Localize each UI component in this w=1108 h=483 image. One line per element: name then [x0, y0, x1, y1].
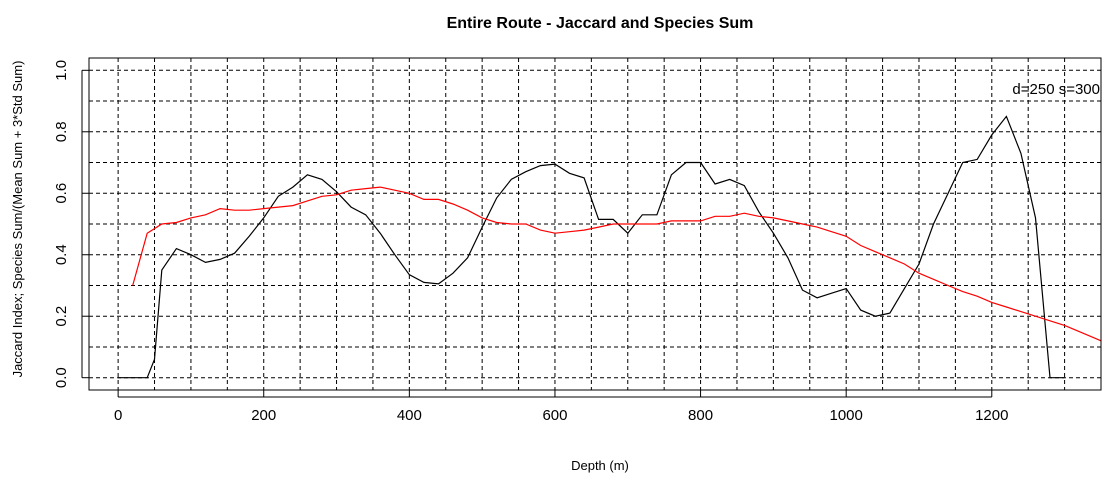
x-tick-label: 400: [397, 407, 422, 424]
plot-annotation: d=250 s=300: [1012, 81, 1100, 98]
series-line: [132, 186, 1102, 342]
plot-frame: [88, 57, 1102, 391]
y-tick-label: 0.6: [53, 183, 70, 204]
chart-title: Entire Route - Jaccard and Species Sum: [447, 15, 754, 32]
x-tick-label: 1000: [829, 407, 862, 424]
y-tick-label: 0.4: [53, 244, 70, 265]
x-tick-label: 600: [542, 407, 567, 424]
x-axis-label: Depth (m): [571, 458, 629, 473]
grid: [89, 58, 1101, 390]
x-tick-label: 800: [688, 407, 713, 424]
y-axis-label: Jaccard Index; Species Sum/(Mean Sum + 3…: [10, 61, 25, 378]
axes: 0 200 400 600 800 1000 1200 0.0 0.2 0.4 0.6 0.8 1.0: [53, 57, 1102, 424]
y-tick-label: 1.0: [53, 60, 70, 81]
x-tick-label: 1200: [975, 407, 1008, 424]
x-tick-label: 200: [251, 407, 276, 424]
y-tick-label: 0.2: [53, 306, 70, 327]
series-layer: [118, 115, 1102, 379]
y-tick-label: 0.0: [53, 367, 70, 388]
series-line: [118, 115, 1065, 379]
x-tick-label: 0: [114, 407, 122, 424]
y-tick-label: 0.8: [53, 121, 70, 142]
